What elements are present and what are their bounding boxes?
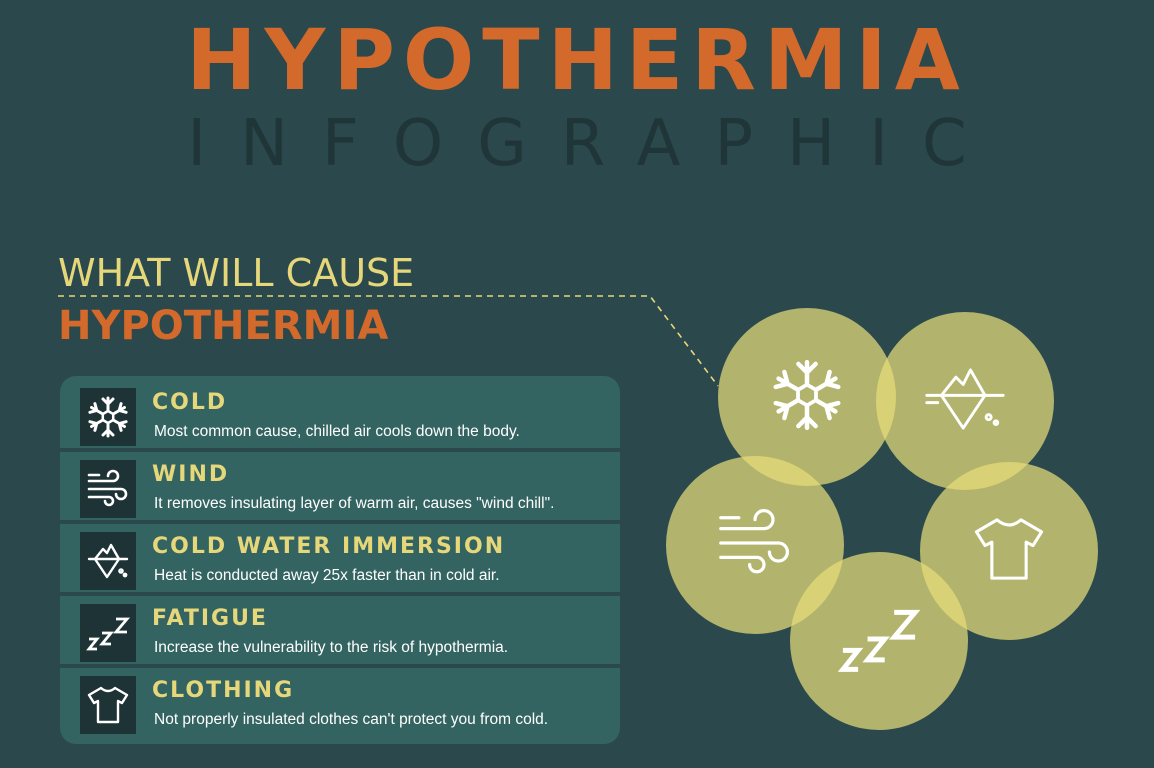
tshirt-icon bbox=[80, 676, 136, 734]
cause-row-wind: WIND It removes insulating layer of warm… bbox=[60, 452, 620, 520]
causes-panel: COLD Most common cause, chilled air cool… bbox=[60, 376, 620, 744]
iceberg-icon bbox=[919, 359, 1011, 443]
cause-description: Heat is conducted away 25x faster than i… bbox=[154, 567, 500, 584]
row-divider bbox=[60, 592, 620, 596]
circle-cold-water bbox=[876, 312, 1054, 490]
cause-title: FATIGUE bbox=[152, 606, 268, 631]
sleep-zzz-icon bbox=[831, 601, 927, 681]
cause-title: WIND bbox=[152, 462, 230, 487]
cause-description: Most common cause, chilled air cools dow… bbox=[154, 423, 520, 440]
page-subtitle: INFOGRAPHIC bbox=[187, 107, 1001, 181]
cause-title: COLD bbox=[152, 390, 228, 415]
cause-title: COLD WATER IMMERSION bbox=[152, 534, 506, 559]
section-title: HYPOTHERMIA bbox=[58, 303, 389, 349]
circle-fatigue bbox=[790, 552, 968, 730]
wind-icon bbox=[80, 460, 136, 518]
cause-row-cold: COLD Most common cause, chilled air cool… bbox=[60, 380, 620, 448]
cause-description: Increase the vulnerability to the risk o… bbox=[154, 639, 509, 656]
page-title: HYPOTHERMIA bbox=[186, 11, 968, 109]
circle-wind bbox=[666, 456, 844, 634]
section-pre-title: WHAT WILL CAUSE bbox=[58, 251, 415, 295]
sleep-zzz-icon bbox=[80, 604, 136, 662]
snowflake-icon bbox=[80, 388, 136, 446]
cause-description: Not properly insulated clothes can't pro… bbox=[154, 711, 549, 728]
row-divider bbox=[60, 520, 620, 524]
cause-title: CLOTHING bbox=[152, 678, 295, 703]
tshirt-icon bbox=[971, 513, 1047, 589]
cause-row-clothing: CLOTHING Not properly insulated clothes … bbox=[60, 668, 620, 736]
wind-icon bbox=[713, 507, 797, 583]
cause-row-fatigue: FATIGUE Increase the vulnerability to th… bbox=[60, 596, 620, 664]
iceberg-icon bbox=[80, 532, 136, 590]
cause-row-cold-water: COLD WATER IMMERSION Heat is conducted a… bbox=[60, 524, 620, 592]
snowflake-icon bbox=[769, 357, 845, 437]
row-divider bbox=[60, 664, 620, 668]
cause-description: It removes insulating layer of warm air,… bbox=[154, 495, 555, 512]
row-divider bbox=[60, 448, 620, 452]
